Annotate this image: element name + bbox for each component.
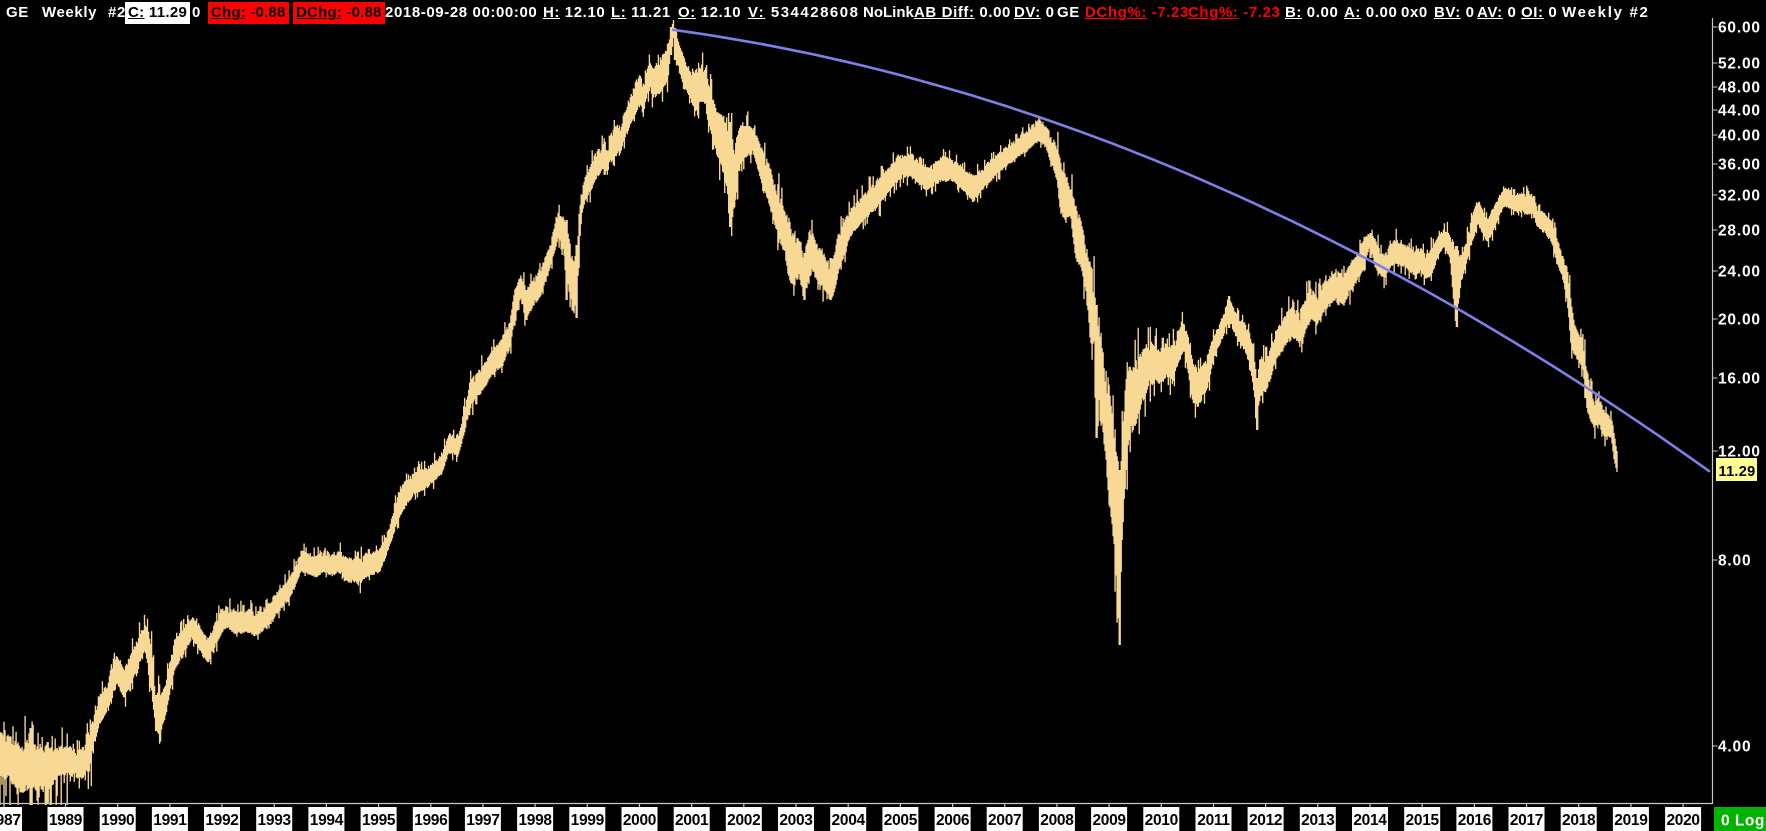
svg-text:2016: 2016 — [1458, 812, 1492, 829]
svg-text:0 Log: 0 Log — [1721, 813, 1765, 830]
svg-text:32.00: 32.00 — [1718, 188, 1761, 205]
svg-text:1991: 1991 — [153, 812, 187, 829]
svg-text:1998: 1998 — [518, 812, 552, 829]
svg-text:2002: 2002 — [727, 812, 760, 829]
svg-text:11.29: 11.29 — [1719, 464, 1756, 480]
svg-text:1999: 1999 — [571, 812, 605, 829]
svg-text:40.00: 40.00 — [1718, 128, 1761, 145]
svg-text:24.00: 24.00 — [1718, 264, 1761, 281]
svg-text:48.00: 48.00 — [1718, 80, 1761, 97]
svg-text:1990: 1990 — [101, 812, 134, 829]
svg-text:2006: 2006 — [936, 812, 970, 829]
svg-text:1995: 1995 — [362, 812, 396, 829]
svg-text:2020: 2020 — [1666, 812, 1699, 829]
svg-text:1992: 1992 — [205, 812, 238, 829]
svg-text:2008: 2008 — [1040, 812, 1074, 829]
svg-text:20.00: 20.00 — [1718, 312, 1761, 329]
svg-text:2013: 2013 — [1301, 812, 1335, 829]
svg-text:2015: 2015 — [1406, 812, 1440, 829]
svg-text:2001: 2001 — [675, 812, 709, 829]
svg-text:1994: 1994 — [310, 812, 344, 829]
svg-text:12.00: 12.00 — [1718, 444, 1761, 461]
svg-text:1989: 1989 — [49, 812, 83, 829]
svg-text:2018: 2018 — [1562, 812, 1596, 829]
svg-text:28.00: 28.00 — [1718, 223, 1761, 240]
svg-text:52.00: 52.00 — [1718, 56, 1761, 73]
svg-text:2004: 2004 — [832, 812, 866, 829]
svg-text:2011: 2011 — [1197, 812, 1230, 829]
svg-text:2010: 2010 — [1145, 812, 1178, 829]
svg-text:1993: 1993 — [258, 812, 292, 829]
svg-text:2003: 2003 — [779, 812, 813, 829]
svg-text:2019: 2019 — [1614, 812, 1648, 829]
svg-text:2007: 2007 — [988, 812, 1021, 829]
svg-text:2017: 2017 — [1510, 812, 1543, 829]
svg-text:1987: 1987 — [0, 812, 21, 829]
svg-text:16.00: 16.00 — [1718, 371, 1761, 388]
svg-text:44.00: 44.00 — [1718, 103, 1761, 120]
svg-text:1997: 1997 — [466, 812, 499, 829]
svg-text:2012: 2012 — [1249, 812, 1282, 829]
svg-text:8.00: 8.00 — [1718, 553, 1751, 570]
svg-text:36.00: 36.00 — [1718, 157, 1761, 174]
svg-text:4.00: 4.00 — [1718, 739, 1751, 756]
svg-text:2005: 2005 — [884, 812, 918, 829]
svg-text:2009: 2009 — [1092, 812, 1126, 829]
svg-text:2000: 2000 — [623, 812, 656, 829]
svg-text:1996: 1996 — [414, 812, 448, 829]
svg-text:60.00: 60.00 — [1718, 20, 1761, 37]
svg-text:2014: 2014 — [1353, 812, 1387, 829]
